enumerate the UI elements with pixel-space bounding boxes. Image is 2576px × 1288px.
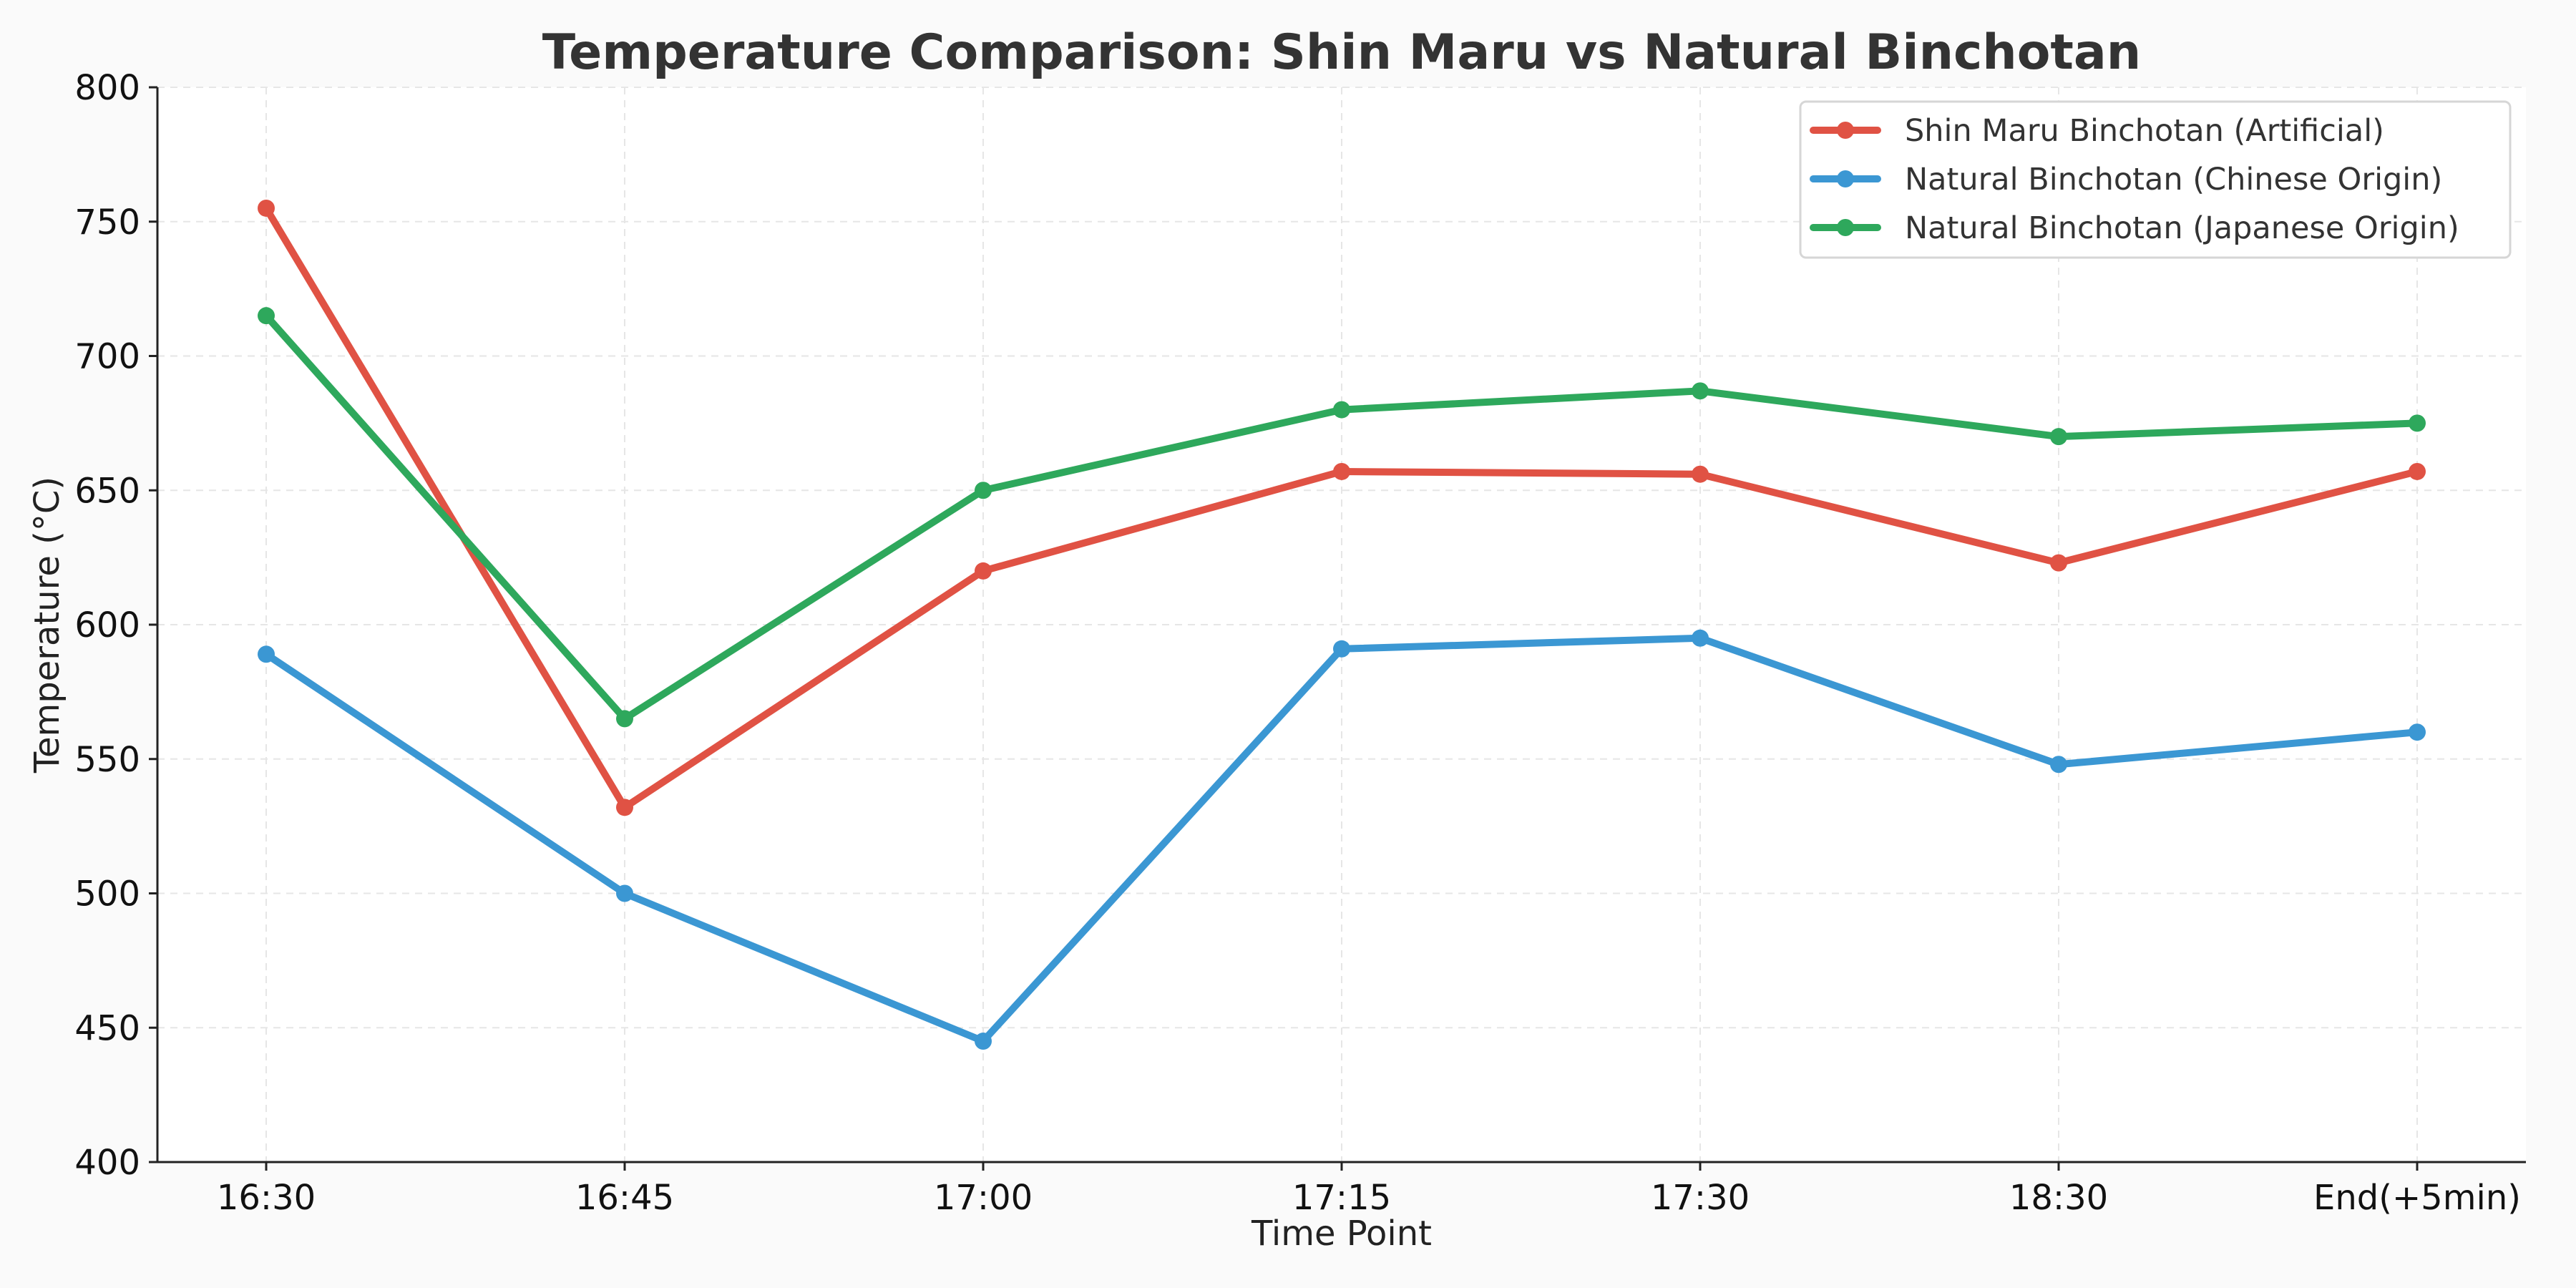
data-point[interactable] [975,482,992,499]
data-point[interactable] [2050,756,2067,774]
x-tick-label: 17:30 [1651,1178,1750,1218]
x-tick-label: 16:45 [575,1178,674,1218]
legend-box [1799,100,2512,259]
y-tick-label: 650 [74,471,140,511]
x-tick-label: End(+5min) [2313,1178,2521,1218]
x-tick-label: 17:15 [1292,1178,1391,1218]
legend-swatch-marker [1837,122,1854,139]
legend[interactable]: Shin Maru Binchotan (Artificial) Natural … [1799,100,2512,259]
data-point[interactable] [2409,462,2426,480]
y-tick-label: 450 [74,1008,140,1048]
legend-swatch-marker [1837,170,1854,187]
data-point[interactable] [2409,723,2426,741]
x-tick-label: 16:30 [217,1178,316,1218]
data-point[interactable] [1692,629,1709,647]
axes: 400 450 500 550 600 650 700 750 800 16:30 16:45 17:… [74,68,2526,1218]
data-point[interactable] [258,645,275,663]
data-point[interactable] [616,799,633,816]
legend-label: Natural Binchotan (Chinese Origin) [1905,162,2442,197]
legend-label: Shin Maru Binchotan (Artificial) [1905,113,2384,149]
y-tick-label: 800 [74,68,140,108]
data-point[interactable] [1333,462,1350,480]
series-2 [258,629,2426,1050]
data-point[interactable] [1692,465,1709,483]
data-point[interactable] [258,307,275,325]
legend-item[interactable]: Shin Maru Binchotan (Artificial) [1810,113,2384,149]
y-tick-label: 400 [74,1143,140,1183]
y-tick-label: 550 [74,740,140,780]
data-point[interactable] [975,562,992,580]
data-point[interactable] [616,710,633,728]
data-point[interactable] [1333,640,1350,658]
x-tick-label: 17:00 [934,1178,1033,1218]
y-tick-label: 700 [74,337,140,377]
data-point[interactable] [2050,428,2067,446]
series-group [258,199,2426,1050]
y-tick-label: 600 [74,605,140,645]
data-point[interactable] [2050,554,2067,572]
data-point[interactable] [616,884,633,902]
data-point[interactable] [1692,382,1709,400]
data-point[interactable] [258,199,275,217]
x-axis-label: Time Point [1251,1214,1432,1254]
series-1 [258,199,2426,816]
data-point[interactable] [1333,401,1350,419]
legend-item[interactable]: Natural Binchotan (Chinese Origin) [1810,162,2442,197]
series-3 [258,307,2426,728]
legend-item[interactable]: Natural Binchotan (Japanese Origin) [1810,210,2459,246]
data-point[interactable] [2409,414,2426,432]
legend-swatch-marker [1837,219,1854,236]
legend-label: Natural Binchotan (Japanese Origin) [1905,210,2459,246]
chart-title: Temperature Comparison: Shin Maru vs Nat… [542,24,2141,81]
x-tick-label: 18:30 [2009,1178,2108,1218]
y-tick-label: 750 [74,203,140,243]
data-point[interactable] [975,1033,992,1050]
y-axis-label: Temperature (°C) [27,477,67,774]
y-tick-label: 500 [74,874,140,914]
